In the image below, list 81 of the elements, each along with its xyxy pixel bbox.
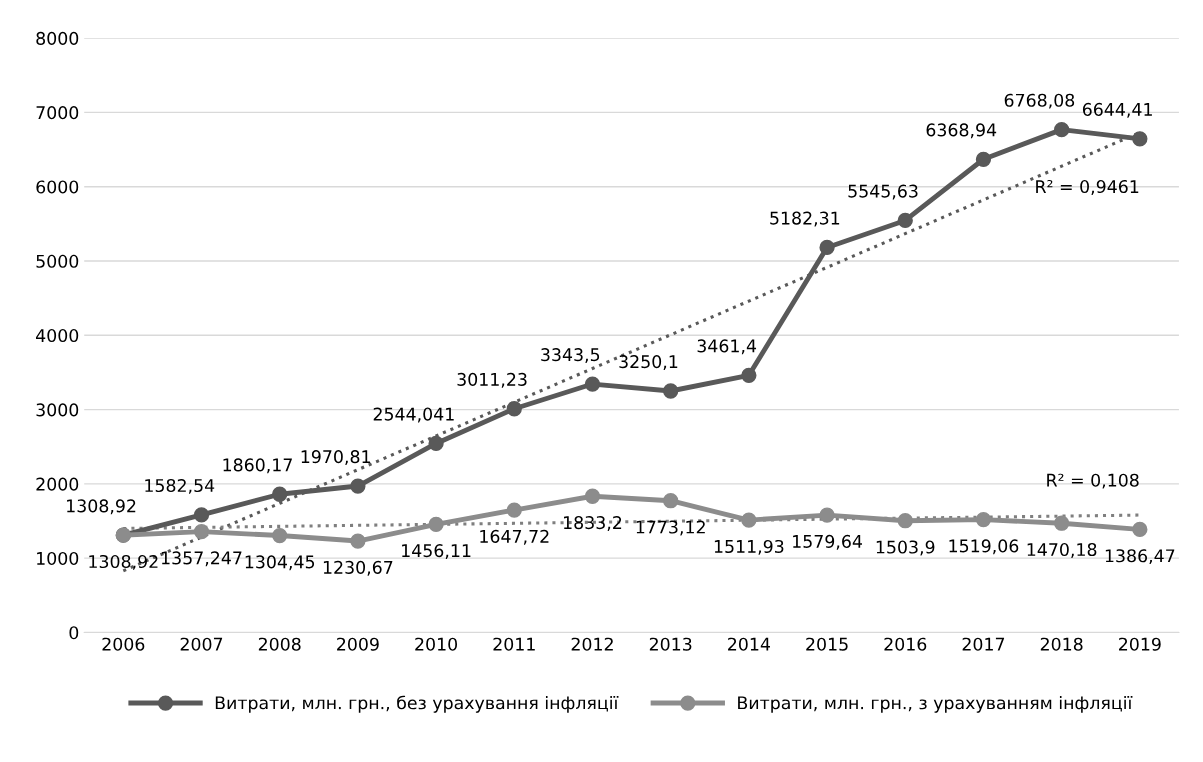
data-label: 1833,2 xyxy=(564,516,622,531)
data-label: 2544,041 xyxy=(373,407,454,423)
data-label: 1860,17 xyxy=(223,458,292,474)
annotation: R² = 0,108 xyxy=(1047,473,1139,489)
data-label: 1773,12 xyxy=(636,520,705,536)
point xyxy=(193,507,210,523)
point xyxy=(272,486,288,502)
x-tick-label: 2015 xyxy=(806,637,848,651)
data-label: 1308,92 xyxy=(67,499,136,515)
point xyxy=(428,516,444,532)
data-label: 3011,23 xyxy=(457,372,527,388)
data-label: 6768,08 xyxy=(1004,93,1075,109)
y-tick-label: 4000 xyxy=(36,328,79,343)
data-label: 5545,63 xyxy=(848,184,918,200)
x-tick-label: 2017 xyxy=(962,637,1005,651)
data-label: 1456,11 xyxy=(402,544,471,559)
point xyxy=(663,383,679,399)
data-label: 5182,31 xyxy=(770,211,840,227)
point xyxy=(506,401,522,417)
point xyxy=(584,488,601,504)
point xyxy=(819,507,835,523)
x-tick-label: 2007 xyxy=(180,637,223,651)
point xyxy=(975,511,992,528)
point xyxy=(897,212,913,229)
legend-label: Витрати, млн. грн., без урахування інфляції xyxy=(215,695,619,713)
point xyxy=(975,151,992,167)
x-tick-label: 2006 xyxy=(102,637,145,651)
data-label: 1582,54 xyxy=(145,478,215,494)
point xyxy=(506,502,522,518)
point xyxy=(193,523,210,540)
data-label: 1470,18 xyxy=(1027,542,1097,558)
x-tick-label: 2012 xyxy=(571,637,613,651)
y-tick-label: 8000 xyxy=(36,31,79,45)
x-tick-label: 2010 xyxy=(415,637,458,651)
x-tick-label: 2018 xyxy=(1040,637,1083,651)
data-label: 1357,247 xyxy=(161,551,242,567)
data-label: 3250,1 xyxy=(619,355,678,370)
data-label: 1519,06 xyxy=(949,539,1019,555)
point xyxy=(350,533,366,549)
data-label: 1503,9 xyxy=(876,540,935,556)
point xyxy=(584,376,601,392)
y-tick-label: 0 xyxy=(69,626,79,640)
data-label: 1511,93 xyxy=(714,539,784,555)
point xyxy=(819,239,835,256)
point xyxy=(741,367,757,383)
data-label: 6644,41 xyxy=(1082,102,1152,118)
data-label: 1579,64 xyxy=(793,534,862,550)
annotation: R² = 0,9461 xyxy=(1036,179,1139,195)
x-tick-label: 2019 xyxy=(1119,637,1161,651)
y-tick-label: 5000 xyxy=(36,254,79,268)
data-label: 1647,72 xyxy=(480,529,549,545)
x-tick-label: 2011 xyxy=(493,637,535,651)
y-tick-label: 6000 xyxy=(36,180,79,194)
data-label: 1230,67 xyxy=(323,560,393,576)
data-label: 1304,45 xyxy=(245,555,315,571)
point xyxy=(1054,121,1070,138)
x-tick-label: 2016 xyxy=(884,637,927,651)
x-tick-label: 2013 xyxy=(649,637,692,651)
data-label: 1970,81 xyxy=(301,450,370,465)
y-tick-label: 3000 xyxy=(36,403,79,417)
data-label: 1308,92 xyxy=(89,554,158,570)
data-label: 3343,5 xyxy=(541,348,600,364)
point xyxy=(428,435,444,452)
point xyxy=(1132,521,1148,538)
data-label: 6368,94 xyxy=(926,123,997,139)
point xyxy=(272,527,288,544)
point xyxy=(1054,515,1070,531)
point xyxy=(897,513,913,529)
point xyxy=(741,512,757,528)
data-label: 1386,47 xyxy=(1105,549,1175,565)
point xyxy=(663,493,679,509)
x-tick-label: 2009 xyxy=(337,637,379,651)
y-tick-label: 2000 xyxy=(36,477,79,491)
legend-label: Витрати, млн. грн., з урахуванням інфляції xyxy=(738,695,1133,713)
point xyxy=(350,478,366,494)
y-tick-label: 7000 xyxy=(36,106,79,120)
y-tick-label: 1000 xyxy=(37,551,79,566)
x-tick-label: 2014 xyxy=(728,637,770,651)
point xyxy=(1132,131,1148,147)
data-label: 3461,4 xyxy=(697,339,757,355)
x-tick-label: 2008 xyxy=(258,637,301,651)
